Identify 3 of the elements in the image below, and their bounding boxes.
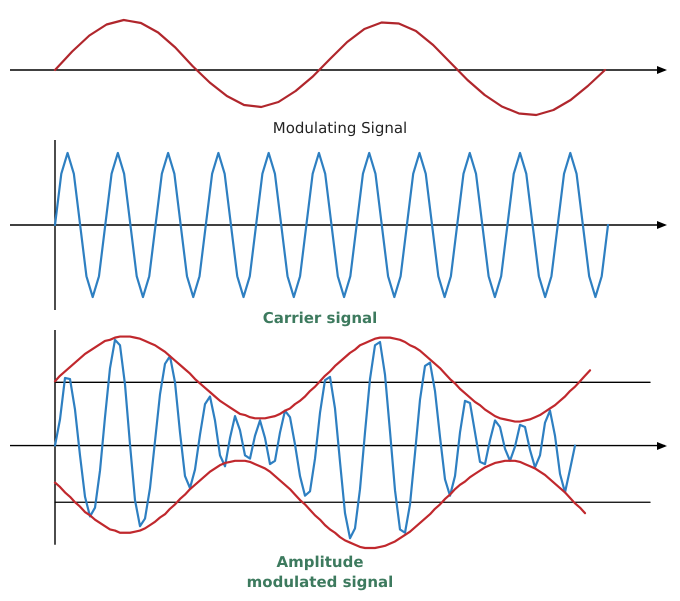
text: Amplitude modulated signal: [246, 552, 394, 592]
text: Modulating Signal: [272, 118, 408, 138]
text: Carrier signal: [262, 308, 378, 328]
